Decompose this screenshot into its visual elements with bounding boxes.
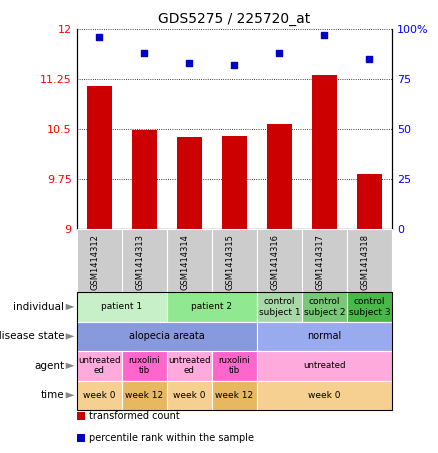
Text: GSM1414316: GSM1414316 [270, 234, 279, 290]
Text: GSM1414317: GSM1414317 [315, 234, 325, 290]
Point [321, 32, 328, 39]
Bar [267, 125, 292, 229]
Text: time: time [41, 390, 64, 400]
Text: patient 2: patient 2 [191, 303, 232, 311]
Bar [357, 174, 382, 229]
Text: ruxolini
tib: ruxolini tib [219, 356, 250, 376]
Text: week 12: week 12 [125, 391, 163, 400]
Text: control
subject 1: control subject 1 [258, 297, 300, 317]
Text: percentile rank within the sample: percentile rank within the sample [89, 433, 254, 443]
Text: transformed count: transformed count [89, 411, 180, 421]
Text: normal: normal [307, 331, 342, 342]
Text: untreated
ed: untreated ed [168, 356, 211, 376]
Text: untreated
ed: untreated ed [78, 356, 120, 376]
Text: alopecia areata: alopecia areata [129, 331, 205, 342]
Text: ruxolini
tib: ruxolini tib [128, 356, 160, 376]
Point [186, 60, 193, 67]
Point [231, 62, 238, 69]
Text: GSM1414312: GSM1414312 [90, 234, 99, 290]
Text: disease state: disease state [0, 331, 64, 342]
Bar [87, 86, 112, 229]
Text: control
subject 3: control subject 3 [349, 297, 390, 317]
Text: GSM1414313: GSM1414313 [135, 234, 144, 290]
Point [366, 56, 373, 63]
Bar [222, 136, 247, 229]
Text: week 12: week 12 [215, 391, 254, 400]
Title: GDS5275 / 225720_at: GDS5275 / 225720_at [158, 12, 311, 26]
Text: GSM1414318: GSM1414318 [360, 234, 370, 290]
Text: GSM1414315: GSM1414315 [225, 234, 234, 290]
Text: week 0: week 0 [308, 391, 341, 400]
Point [95, 34, 102, 41]
Text: control
subject 2: control subject 2 [304, 297, 345, 317]
Text: week 0: week 0 [173, 391, 205, 400]
Text: untreated: untreated [303, 361, 346, 370]
Bar [312, 75, 337, 229]
Point [276, 50, 283, 57]
Text: individual: individual [14, 302, 64, 312]
Bar [132, 130, 157, 229]
Point [141, 50, 148, 57]
Text: agent: agent [34, 361, 64, 371]
Text: GSM1414314: GSM1414314 [180, 234, 189, 290]
Text: patient 1: patient 1 [101, 303, 142, 311]
Text: week 0: week 0 [83, 391, 116, 400]
Bar [177, 137, 201, 229]
